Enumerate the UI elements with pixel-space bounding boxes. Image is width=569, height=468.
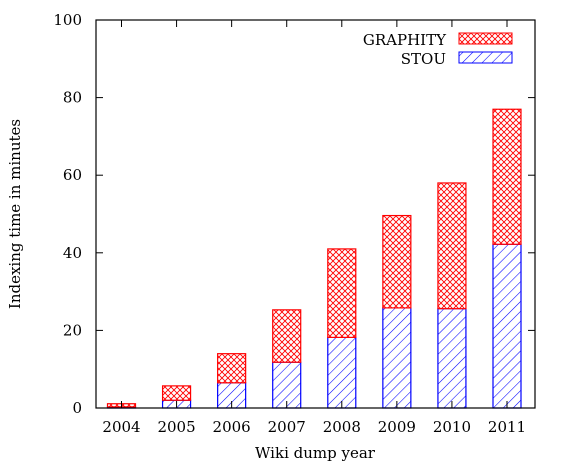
- x-tick-label-2009: 2009: [378, 418, 416, 436]
- y-axis: 0 20 40 60 80 100: [53, 11, 535, 417]
- legend: GRAPHITY STOU: [363, 31, 513, 68]
- bar-graphity-2009: [382, 214, 412, 309]
- bar-graphity-2011: [492, 108, 522, 245]
- bar-graphity-2005: [161, 385, 192, 401]
- y-axis-title: Indexing time in minutes: [6, 119, 24, 309]
- x-tick-label-2004: 2004: [102, 418, 140, 436]
- legend-swatch-stou: [458, 51, 513, 64]
- x-tick-label-2010: 2010: [433, 418, 471, 436]
- bar-graphity-2008: [327, 248, 357, 338]
- plot-frame: [95, 19, 536, 409]
- x-tick-label-2007: 2007: [268, 418, 306, 436]
- bar-graphity-2010: [437, 182, 467, 310]
- bar-graphity-2006: [217, 353, 247, 384]
- legend-label-stou: STOU: [401, 50, 446, 68]
- y-tick-label-100: 100: [53, 11, 82, 29]
- y-tick-label-80: 80: [63, 89, 82, 107]
- bars-group: [106, 108, 522, 409]
- bar-stou-2010: [437, 308, 467, 409]
- bar-stou-2008: [327, 336, 357, 409]
- legend-swatch-graphity: [458, 32, 513, 45]
- legend-label-graphity: GRAPHITY: [363, 31, 447, 49]
- y-tick-label-40: 40: [63, 244, 82, 262]
- x-tick-label-2011: 2011: [488, 418, 526, 436]
- x-tick-label-2005: 2005: [157, 418, 195, 436]
- x-tick-label-2008: 2008: [323, 418, 361, 436]
- bar-graphity-2007: [272, 309, 302, 363]
- y-tick-label-20: 20: [63, 321, 82, 339]
- bar-stou-2009: [382, 307, 412, 409]
- x-tick-label-2006: 2006: [213, 418, 251, 436]
- bar-stou-2011: [492, 243, 522, 409]
- x-axis-title: Wiki dump year: [255, 444, 376, 462]
- y-tick-label-0: 0: [72, 399, 82, 417]
- y-tick-label-60: 60: [63, 166, 82, 184]
- x-axis: 2004 2005 2006 2007 2008 2009 2010 2011: [102, 20, 526, 436]
